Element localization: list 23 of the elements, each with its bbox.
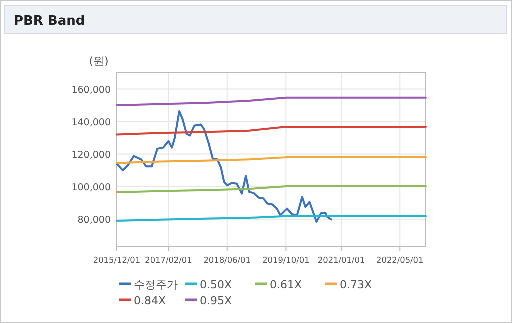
line-series <box>116 186 427 194</box>
legend-label: 0.50X <box>200 278 232 292</box>
legend-label: 0.73X <box>340 278 372 292</box>
y-axis-title: (원) <box>89 55 109 68</box>
y-tick-label: 140,000 <box>72 117 111 128</box>
y-tick-label: 80,000 <box>78 214 111 226</box>
y-tick-label: 160,000 <box>72 84 111 96</box>
y-tick-label: 120,000 <box>72 150 111 161</box>
legend-label: 수정주가 <box>134 278 178 292</box>
x-tick-label: 2019/10/01 <box>262 255 310 265</box>
x-tick-label: 2021/01/01 <box>318 255 366 265</box>
x-tick-label: 2018/06/01 <box>204 255 251 265</box>
x-tick-label: 2015/12/01 <box>93 255 141 265</box>
legend-label: 0.84X <box>134 294 166 308</box>
legend-label: 0.61X <box>270 278 302 292</box>
x-tick-label: 2022/05/01 <box>376 255 424 265</box>
line-series <box>116 110 332 223</box>
x-tick-label: 2017/02/01 <box>145 255 192 265</box>
line-series <box>116 126 427 136</box>
chart-title: PBR Band <box>14 14 86 29</box>
y-tick-label: 100,000 <box>72 182 111 194</box>
line-series <box>116 96 427 107</box>
legend-label: 0.95X <box>200 294 232 308</box>
